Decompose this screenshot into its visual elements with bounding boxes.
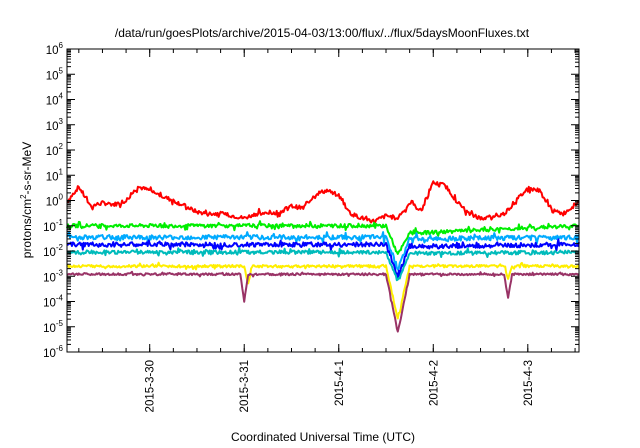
series-line bbox=[66, 238, 580, 280]
x-tick-label: 2015-4-1 bbox=[334, 360, 346, 406]
y-tick-label: 104 bbox=[46, 92, 64, 108]
x-axis: 2015-3-30 2015-3-31 2015-4-1 2015-4-2 2015-4… bbox=[78, 49, 576, 412]
y-tick-label: 10-4 bbox=[43, 294, 63, 310]
series-line bbox=[66, 261, 580, 320]
plot-frame bbox=[66, 48, 580, 353]
plot-area bbox=[66, 180, 580, 333]
y-tick-label: 10-5 bbox=[43, 319, 63, 335]
series-line bbox=[66, 220, 580, 255]
y-tick-label: 10-3 bbox=[43, 268, 63, 284]
series-line bbox=[66, 180, 580, 224]
y-tick-label: 103 bbox=[46, 117, 64, 133]
y-tick-label: 106 bbox=[46, 41, 64, 57]
y-axis-label: protons/cm2-s-sr-MeV bbox=[19, 142, 34, 258]
y-axis-label-base: protons/cm bbox=[20, 199, 34, 258]
y-tick-label: 10-2 bbox=[43, 243, 63, 259]
x-tick-label: 2015-4-2 bbox=[428, 360, 440, 406]
y-tick-label: 10-1 bbox=[43, 218, 63, 234]
y-axis: 10-6 10-5 10-4 10-3 10-2 10-1 100 101 102 103 104 1… bbox=[43, 41, 579, 360]
x-tick-label: 2015-4-3 bbox=[523, 360, 535, 406]
x-tick-label: 2015-3-30 bbox=[145, 360, 157, 412]
y-tick-label: 10-6 bbox=[43, 344, 63, 360]
y-tick-label: 101 bbox=[46, 167, 64, 183]
series-line bbox=[66, 270, 580, 333]
y-axis-label-rest: -s-sr-MeV bbox=[20, 142, 34, 195]
y-tick-label: 102 bbox=[46, 142, 64, 158]
y-tick-label: 105 bbox=[46, 66, 64, 82]
series-line bbox=[66, 246, 580, 282]
y-axis-label-sup: 2 bbox=[19, 194, 28, 199]
x-axis-label: Coordinated Universal Time (UTC) bbox=[231, 430, 415, 444]
x-tick-label: 2015-3-31 bbox=[239, 360, 251, 412]
chart-title: /data/run/goesPlots/archive/2015-04-03/1… bbox=[115, 26, 530, 40]
y-tick-label: 100 bbox=[46, 193, 64, 209]
